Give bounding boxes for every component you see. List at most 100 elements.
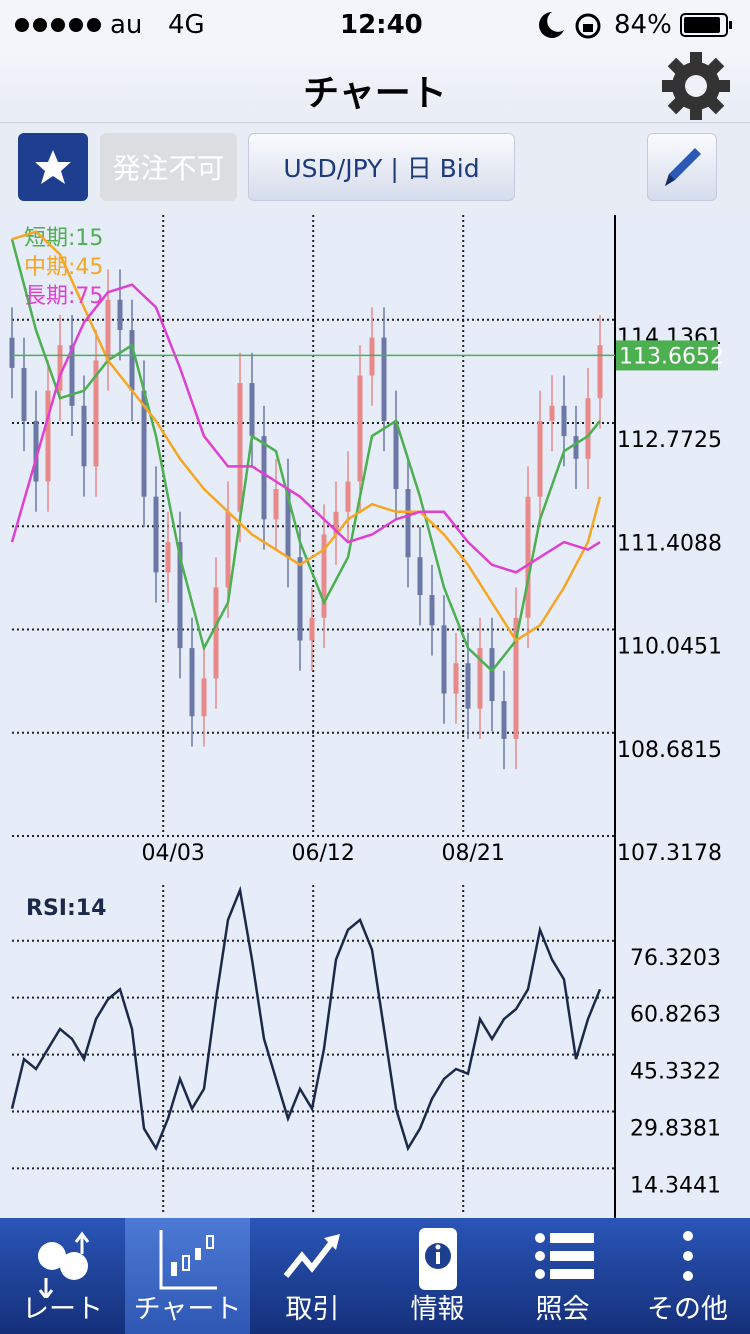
candle-body	[153, 496, 159, 573]
candle-body	[465, 663, 471, 709]
network: 4G	[168, 10, 205, 40]
settings-button[interactable]	[658, 48, 734, 124]
tab-icon	[159, 1230, 217, 1290]
signal-icon	[15, 18, 101, 32]
candle-body	[81, 405, 87, 467]
last-price-label: 113.6652	[619, 344, 724, 369]
candle-body	[321, 534, 327, 618]
y-tick-label: 14.3441	[630, 1173, 721, 1198]
candle-body	[285, 489, 291, 558]
candle-body	[393, 420, 399, 490]
candle-body	[381, 337, 387, 421]
moving-average-line	[10, 283, 601, 574]
tab-label: 情報	[410, 1294, 465, 1325]
y-tick-label: 107.3178	[617, 841, 722, 866]
y-tick-label: 29.8381	[630, 1116, 721, 1141]
screen-title: チャート	[303, 73, 447, 114]
candle-body	[93, 360, 99, 467]
tab-label: 照会	[535, 1294, 590, 1325]
candle-body	[549, 405, 555, 421]
candle-body	[345, 481, 351, 512]
candle-body	[129, 330, 135, 391]
symbol-button[interactable]: USD/JPY | 日 Bid	[248, 133, 515, 201]
status-icons	[539, 12, 601, 39]
candle-body	[369, 337, 375, 376]
y-tick-label: 110.0451	[617, 635, 722, 660]
tab-icon	[38, 1231, 90, 1298]
moving-average-line	[10, 238, 601, 673]
order-status-button[interactable]: 発注不可	[100, 133, 237, 201]
candle-body	[405, 489, 411, 558]
candle-body	[477, 648, 483, 709]
candle-body	[561, 405, 567, 437]
star-icon	[35, 150, 71, 184]
candle-body	[213, 587, 219, 679]
candle-body	[273, 489, 279, 520]
x-tick-label: 08/21	[441, 841, 504, 866]
y-tick-label: 112.7725	[617, 428, 722, 453]
y-tick-label: 108.6815	[617, 738, 722, 763]
candle-body	[297, 557, 303, 641]
x-tick-label: 06/12	[291, 841, 354, 866]
panel-title: RSI:14	[26, 896, 106, 921]
tab-label: チャート	[133, 1294, 242, 1325]
tab[interactable]: 情報	[375, 1218, 500, 1334]
candle-body	[573, 436, 579, 459]
tab[interactable]: レート	[0, 1218, 125, 1334]
candle-body	[237, 383, 243, 512]
battery-icon	[680, 13, 732, 37]
candle-body	[441, 625, 447, 694]
candle-body	[69, 345, 75, 406]
candle-body	[513, 617, 519, 739]
candle-body	[597, 345, 603, 399]
candle-body	[117, 299, 123, 331]
rsi-line	[10, 885, 602, 1152]
moving-average-line	[11, 230, 602, 643]
tab[interactable]: チャート	[125, 1218, 250, 1334]
candle-body	[225, 511, 231, 588]
candle-body	[537, 420, 543, 497]
toolbar: 発注不可 USD/JPY | 日 Bid	[0, 123, 750, 213]
tab-label: その他	[647, 1294, 728, 1325]
y-tick-label: 111.4088	[617, 531, 722, 556]
candle-body	[249, 383, 255, 437]
tab-label: レート	[22, 1294, 103, 1325]
candle-body	[417, 557, 423, 596]
candle-body	[141, 390, 147, 497]
x-tick-label: 04/03	[141, 841, 204, 866]
clock: 12:40	[340, 10, 423, 40]
legend-entry: 中期:45	[24, 255, 103, 280]
candle-body	[501, 701, 507, 739]
last-price-box	[616, 340, 718, 371]
candle-body	[21, 367, 27, 421]
y-tick-label: 76.3203	[630, 946, 721, 971]
candle-body	[261, 436, 267, 520]
candle-body	[45, 390, 51, 482]
candle-body	[165, 542, 171, 573]
candle-body	[429, 595, 435, 626]
candle-body	[177, 542, 183, 649]
favorite-button[interactable]	[18, 133, 88, 201]
candle-body	[489, 648, 495, 702]
candle-body	[201, 678, 207, 717]
y-tick-label: 60.8263	[630, 1003, 721, 1028]
candle-body	[309, 617, 315, 641]
tab[interactable]: 取引	[250, 1218, 375, 1334]
pen-icon	[665, 148, 701, 186]
candle-body	[525, 496, 531, 618]
candle-body	[189, 648, 195, 717]
candle-body	[57, 345, 63, 391]
tab-label: 取引	[285, 1294, 340, 1325]
tab-bar: レート チャート 取引 情報 照会 その他	[0, 1218, 750, 1334]
draw-button[interactable]	[647, 133, 717, 201]
candle-body	[453, 663, 459, 694]
tab[interactable]: その他	[625, 1218, 750, 1334]
candle-body	[9, 337, 15, 368]
tab-icon	[683, 1231, 693, 1281]
candle-body	[585, 398, 591, 459]
candle-body	[357, 375, 363, 482]
candle-body	[33, 420, 39, 482]
tab[interactable]: 照会	[500, 1218, 625, 1334]
legend-entry: 長期:75	[24, 284, 103, 309]
